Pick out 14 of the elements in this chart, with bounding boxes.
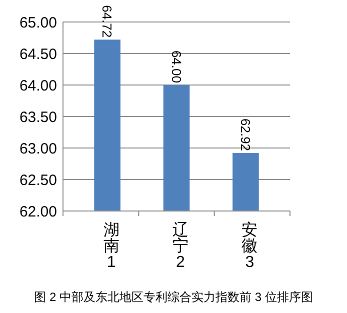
y-tick-label: 62.00 [19, 203, 57, 220]
data-label: 62.92 [238, 118, 254, 152]
data-label: 64.72 [100, 5, 115, 38]
y-tick-label: 62.50 [19, 172, 57, 189]
x-tick-label: 安徽3 [242, 221, 258, 271]
y-tick-label: 63.50 [19, 108, 57, 126]
data-label: 64.00 [168, 50, 184, 83]
x-tick-label: 湖南1 [103, 221, 120, 271]
x-tick-label: 辽宁2 [172, 221, 188, 271]
text: 图 2 中部及东北地区专利综合实力指数前 3 位排序图 [34, 290, 313, 304]
y-tick-label: 64.00 [19, 77, 57, 94]
y-tick-label: 65.00 [19, 14, 57, 32]
y-tick-label: 64.50 [19, 46, 57, 63]
y-tick-label: 63.00 [19, 140, 57, 158]
